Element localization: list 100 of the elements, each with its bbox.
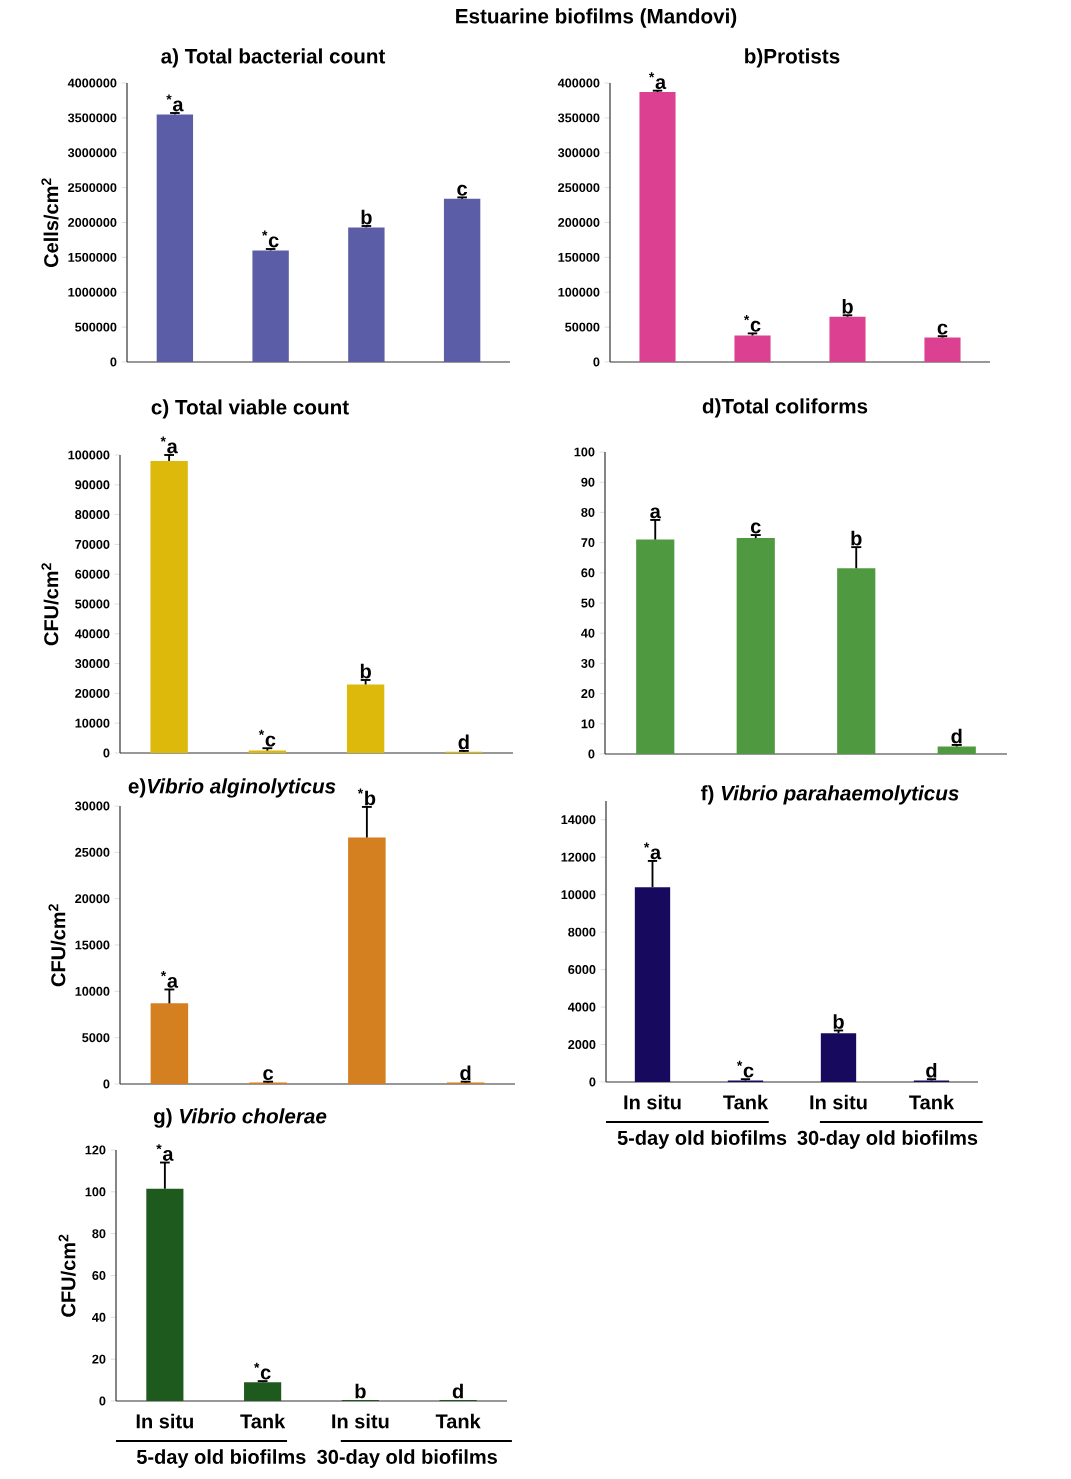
- chart-title: g) Vibrio cholerae: [153, 1108, 327, 1128]
- y-tick-label: 4000000: [67, 78, 117, 88]
- y-tick-label: 2000000: [68, 218, 117, 227]
- y-tick-label: 1000000: [68, 287, 117, 297]
- bar: [639, 92, 676, 362]
- bar: [150, 460, 188, 753]
- chart-title: d)Total coliforms: [702, 398, 868, 418]
- y-tick-label: 80: [581, 507, 595, 517]
- y-tick-label: 6000: [568, 965, 596, 975]
- data-label: d: [460, 1065, 471, 1081]
- data-label: b: [361, 209, 372, 225]
- y-tick-label: 10: [581, 719, 595, 729]
- data-label: c: [263, 1069, 274, 1081]
- y-tick-label: 100000: [558, 287, 600, 297]
- y-tick-label: 20000: [75, 688, 110, 698]
- x-tick-label: In situ: [624, 1094, 681, 1110]
- bar: [829, 316, 866, 362]
- bar: [634, 887, 671, 1082]
- x-tick-label: Tank: [435, 1413, 481, 1429]
- y-tick-label: 400000: [557, 78, 600, 88]
- bar: [252, 250, 289, 362]
- y-tick-label: 10000: [75, 986, 110, 996]
- y-tick-label: 150000: [558, 252, 600, 262]
- data-label: d: [951, 728, 962, 744]
- data-label: $^{*}$a: [166, 94, 184, 112]
- data-label: $^{*}$a: [156, 1144, 174, 1161]
- data-label: $^{*}$a: [160, 971, 179, 988]
- text: Estuarine biofilms (Mandovi): [456, 8, 737, 28]
- y-tick-label: 60: [581, 568, 595, 578]
- y-tick-label: 250000: [558, 183, 600, 193]
- y-tick-label: 80000: [75, 510, 110, 520]
- y-tick-label: 40000: [74, 629, 110, 639]
- y-tick-label: 0: [593, 357, 600, 367]
- data-label: c: [937, 323, 948, 335]
- y-tick-label: 0: [110, 357, 117, 367]
- text: 5-day old biofilms: [617, 1130, 787, 1149]
- data-label: $^{*}$c: [736, 1060, 754, 1078]
- chart-title: f) Vibrio parahaemolyticus: [700, 785, 959, 805]
- y-tick-label: 3000000: [67, 148, 117, 158]
- y-tick-label: 8000: [568, 927, 596, 937]
- y-tick-label: 12000: [561, 852, 596, 862]
- y-tick-label: 90000: [75, 480, 110, 490]
- x-tick-label: Tank: [909, 1094, 955, 1110]
- y-tick-label: 40: [581, 628, 595, 638]
- y-tick-label: 50000: [565, 322, 600, 332]
- x-tick-label: In situ: [810, 1094, 867, 1110]
- y-tick-label: 30000: [75, 659, 110, 669]
- data-label: c: [750, 522, 761, 534]
- y-tick-label: 300000: [557, 148, 600, 158]
- bar: [346, 684, 385, 753]
- y-tick-label: 25000: [75, 847, 110, 857]
- y-tick-label: 2500000: [68, 183, 117, 193]
- y-tick-label: 14000: [561, 815, 596, 825]
- y-tick-label: 0: [589, 1077, 596, 1087]
- y-tick-label: 0: [588, 749, 595, 759]
- y-tick-label: 30: [581, 658, 595, 668]
- bar: [156, 114, 194, 362]
- y-tick-label: 500000: [75, 322, 117, 332]
- data-label: $^{*}$c: [743, 315, 761, 332]
- bar: [734, 335, 771, 362]
- y-tick-label: 70: [581, 538, 595, 548]
- chart-title: e)Vibrio alginolyticus: [128, 778, 336, 798]
- y-tick-label: 80: [92, 1229, 106, 1239]
- bar: [150, 1003, 189, 1084]
- x-tick-label: In situ: [136, 1413, 193, 1429]
- data-label: d: [926, 1062, 937, 1078]
- x-tick-label: Tank: [240, 1413, 286, 1429]
- y-tick-label: 4000: [567, 1002, 596, 1012]
- y-tick-label: 20000: [75, 894, 110, 904]
- data-label: b: [833, 1014, 844, 1029]
- bar: [636, 539, 675, 754]
- chart-title: b)Protists: [745, 48, 840, 68]
- y-tick-label: 60000: [75, 569, 110, 579]
- y-tick-label: 2000: [568, 1040, 596, 1050]
- data-label: $^{*}$c: [258, 729, 276, 747]
- y-tick-label: 40: [92, 1312, 106, 1322]
- bar: [924, 337, 961, 362]
- bar: [348, 227, 385, 362]
- y-tick-label: 1500000: [68, 252, 117, 262]
- y-tick-label: 200000: [558, 218, 600, 227]
- y-tick-label: 20: [581, 689, 595, 699]
- data-label: d: [458, 734, 469, 750]
- data-label: c: [457, 184, 468, 196]
- bar: [443, 198, 481, 362]
- y-tick-label: 10000: [75, 718, 110, 728]
- data-label: $^{*}$c: [262, 230, 279, 248]
- data-label: b: [842, 298, 853, 314]
- y-tick-label: 100: [574, 447, 595, 457]
- y-tick-label: 5000: [82, 1033, 110, 1043]
- y-tick-label: 0: [103, 748, 110, 758]
- y-tick-label: 0: [103, 1079, 110, 1089]
- bar: [348, 837, 386, 1084]
- y-tick-label: 30000: [75, 801, 110, 811]
- data-label: a: [650, 507, 661, 519]
- bar: [244, 1382, 282, 1401]
- y-tick-label: 15000: [75, 940, 110, 950]
- x-tick-label: In situ: [332, 1413, 389, 1429]
- y-tick-label: 350000: [557, 113, 600, 123]
- y-tick-label: 60: [92, 1271, 106, 1280]
- x-tick-label: Tank: [723, 1094, 769, 1110]
